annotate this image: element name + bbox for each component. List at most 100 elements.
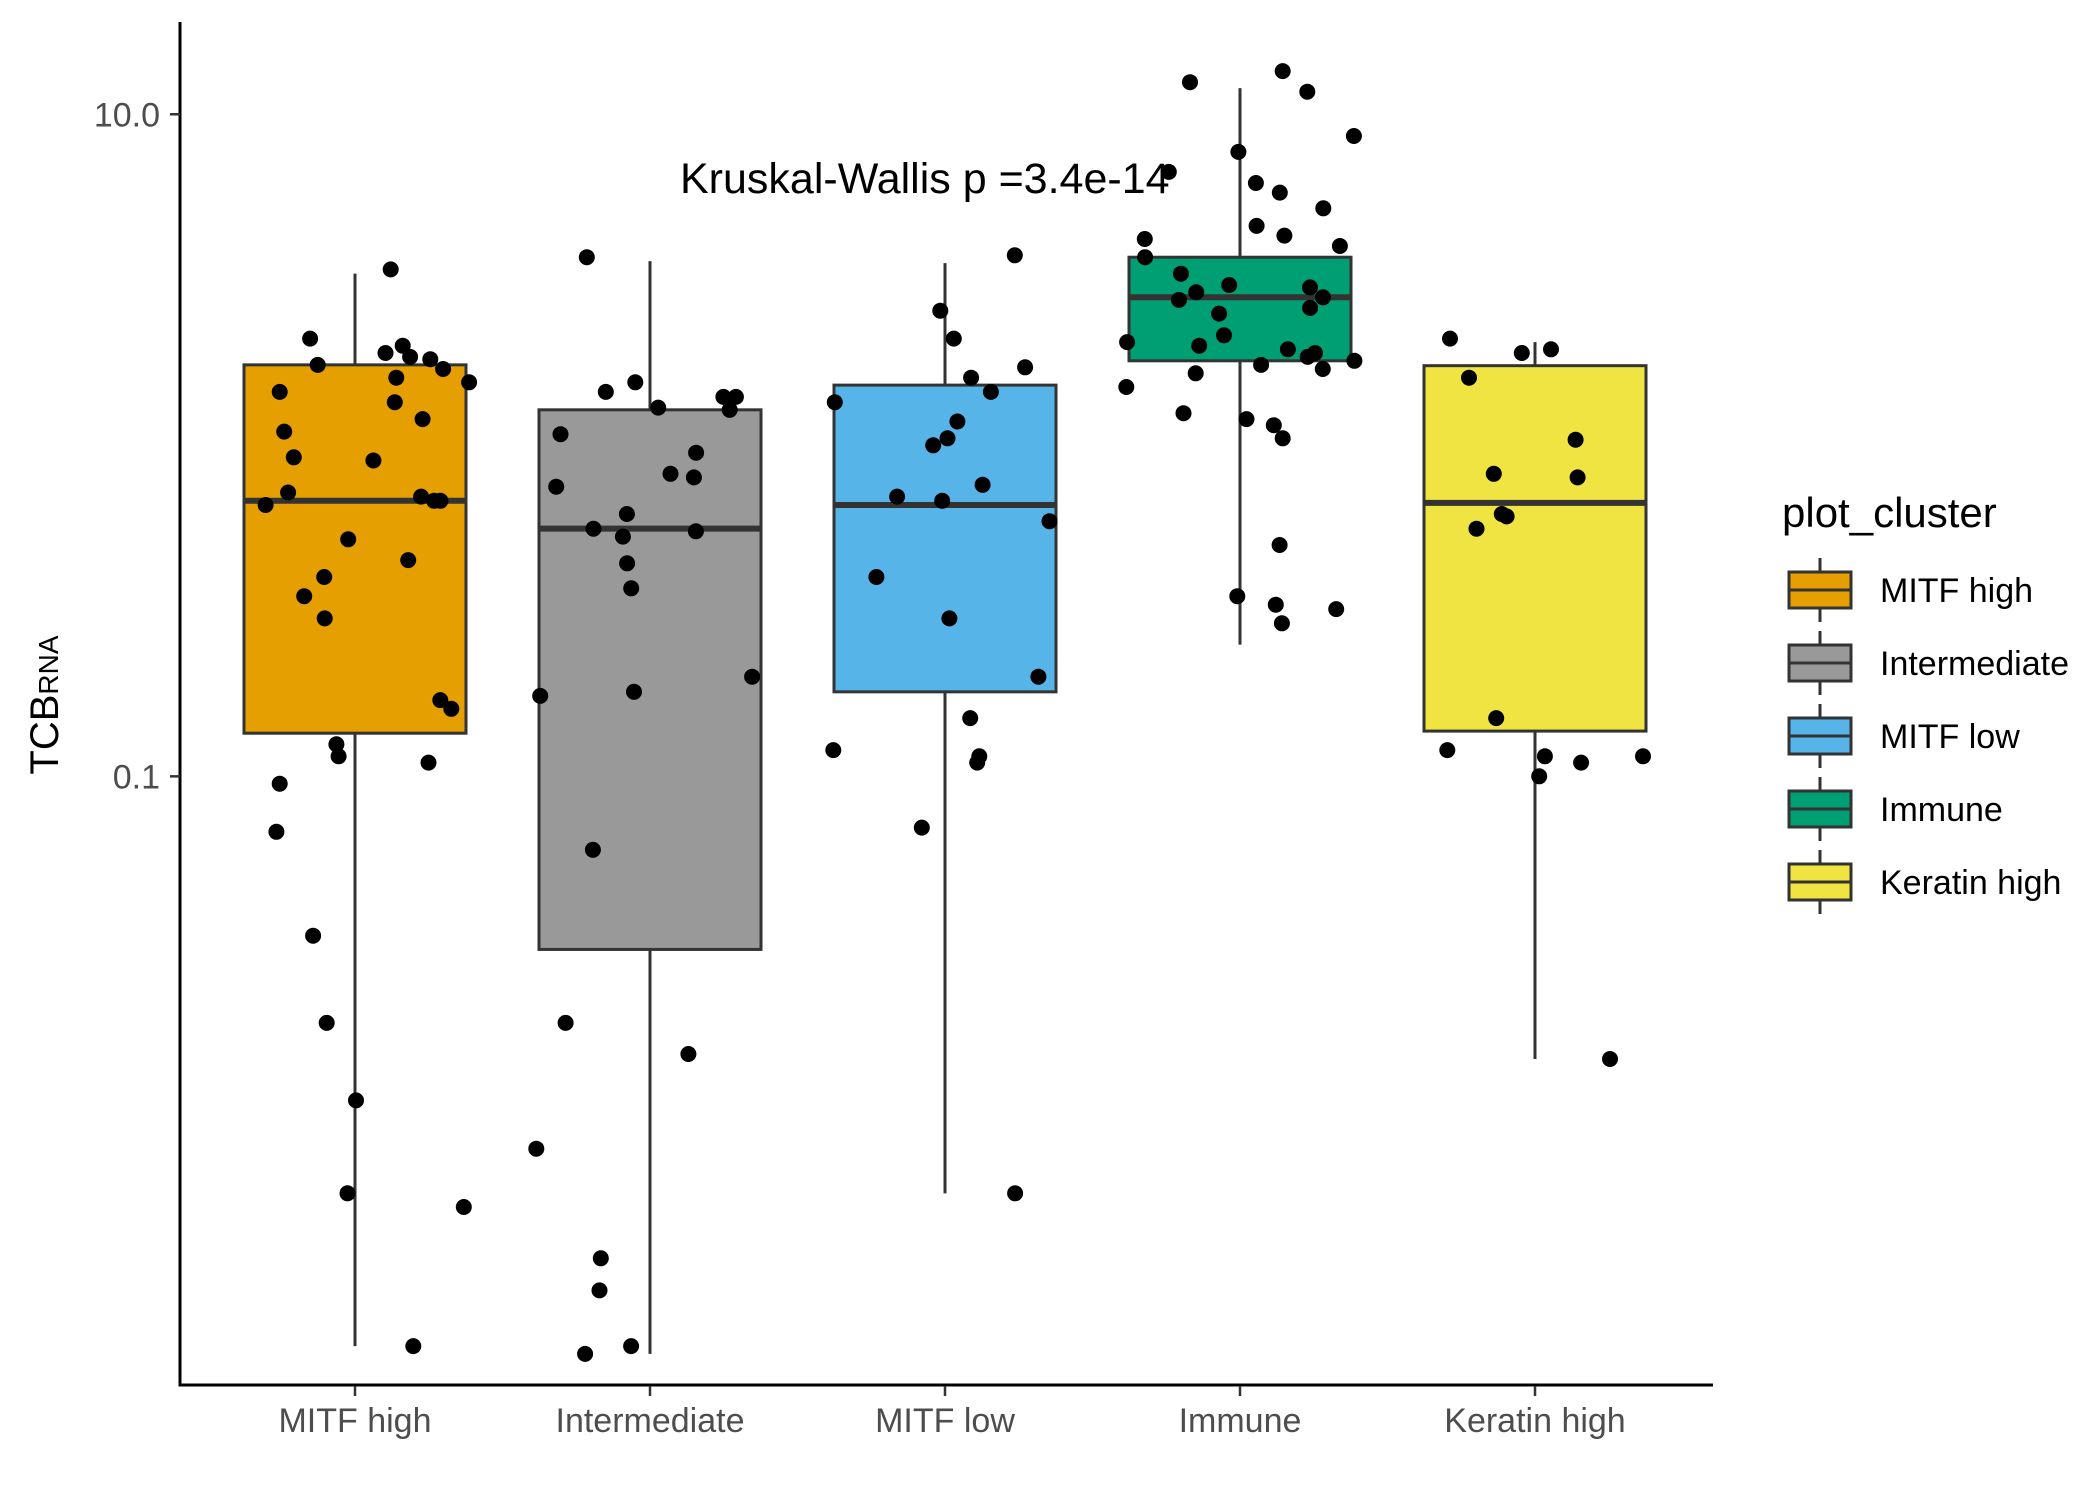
data-point-mitf-high [426,492,443,509]
data-point-immune [1118,379,1135,395]
data-point-intermediate [721,401,738,418]
data-point-mitf-high [271,775,288,792]
data-point-mitf-high [309,356,326,373]
data-point-keratin-high [1442,330,1458,347]
data-point-mitf-high [400,552,417,569]
data-point-keratin-high [1531,768,1548,785]
data-point-intermediate [650,399,667,416]
data-point-mitf-high [402,348,419,365]
y-tick-label: 0.1 [113,758,160,796]
data-point-immune [1247,175,1264,191]
data-point-intermediate [727,388,744,405]
mitf-high-box [242,363,468,735]
data-point-keratin-high [1513,345,1530,361]
data-point-immune [1346,352,1363,369]
data-point-keratin-high [1439,742,1456,759]
data-point-mitf-high [330,748,347,765]
data-point-mitf-high [455,1199,472,1215]
data-point-immune [1302,299,1319,316]
data-point-immune [1331,238,1348,254]
data-point-keratin-high [1461,369,1477,386]
data-point-mitf-high [348,1092,364,1109]
legend: plot_cluster MITF high Intermediate MITF l… [1782,489,2069,914]
legend-label: Keratin high [1880,864,2061,902]
data-point-immune [1211,305,1228,322]
data-point-intermediate [548,478,565,495]
data-point-mitf-high [461,374,478,391]
data-point-intermediate [584,841,601,858]
data-point-intermediate [685,469,702,486]
data-point-intermediate [619,555,636,572]
data-point-mitf-low [945,330,962,347]
data-point-intermediate [623,1338,640,1355]
data-point-immune [1314,361,1331,377]
data-point-mitf-high [268,823,285,840]
data-point-mitf-low [971,748,988,765]
x-tick-label: MITF low [875,1402,1015,1440]
data-point-intermediate [585,520,602,537]
y-axis-title: TCBRNA [23,635,67,774]
data-point-mitf-low [1006,247,1023,264]
x-tick-label: MITF high [278,1402,431,1440]
data-point-intermediate [614,528,631,545]
data-point-immune [1230,143,1247,160]
data-point-immune [1271,537,1288,553]
data-point-mitf-high [405,1338,422,1355]
data-point-mitf-high [382,261,399,278]
data-point-mitf-low [825,742,842,759]
data-point-mitf-high [422,351,439,368]
data-point-mitf-high [302,330,319,347]
y-ticks: 0.1 10.0 [94,96,180,796]
data-point-mitf-low [826,394,843,411]
data-point-mitf-high [305,927,322,944]
data-point-intermediate [591,1282,608,1299]
data-point-immune [1267,596,1284,613]
x-tick-label: Immune [1179,1402,1302,1440]
data-point-intermediate [597,383,614,400]
data-point-intermediate [618,506,635,522]
data-point-mitf-high [388,369,405,386]
data-point-mitf-high [340,531,357,548]
data-point-mitf-high [285,449,302,466]
data-point-mitf-high [257,497,274,513]
legend-label: MITF high [1880,572,2033,610]
data-point-intermediate [532,687,549,704]
data-point-mitf-low [1017,359,1034,376]
data-point-immune [1273,615,1290,632]
points-layer [257,63,1651,1362]
data-point-immune [1315,289,1331,306]
data-point-intermediate [577,1345,594,1362]
data-point-mitf-low [1007,1185,1024,1202]
legend-item-keratin-high: Keratin high [1787,850,2061,914]
data-point-mitf-high [318,1014,335,1031]
data-point-immune [1137,249,1154,266]
data-point-keratin-high [1498,508,1515,525]
data-point-immune [1276,227,1293,244]
data-point-mitf-low [941,610,958,627]
data-point-mitf-high [432,692,449,709]
data-point-immune [1328,601,1345,618]
keratin-high-box [1422,364,1648,733]
data-point-immune [1299,83,1316,100]
data-point-immune [1188,284,1205,301]
legend-item-intermediate: Intermediate [1787,631,2069,695]
x-tick-label: Keratin high [1444,1402,1625,1440]
data-point-immune [1345,128,1362,144]
data-point-mitf-low [1041,513,1058,530]
data-point-mitf-high [339,1185,356,1202]
legend-item-mitf-low: MITF low [1787,704,2020,768]
data-point-immune [1299,348,1316,365]
data-point-mitf-low [974,476,991,493]
data-point-mitf-low [889,488,906,505]
data-point-immune [1271,184,1288,201]
data-point-immune [1302,279,1318,296]
legend-title: plot_cluster [1782,489,1997,536]
data-point-mitf-high [435,361,452,377]
data-point-mitf-high [377,345,394,361]
data-point-keratin-high [1567,431,1584,448]
data-point-intermediate [578,249,595,266]
data-point-mitf-high [365,452,382,469]
data-point-keratin-high [1536,748,1553,765]
data-point-mitf-low [932,302,949,319]
